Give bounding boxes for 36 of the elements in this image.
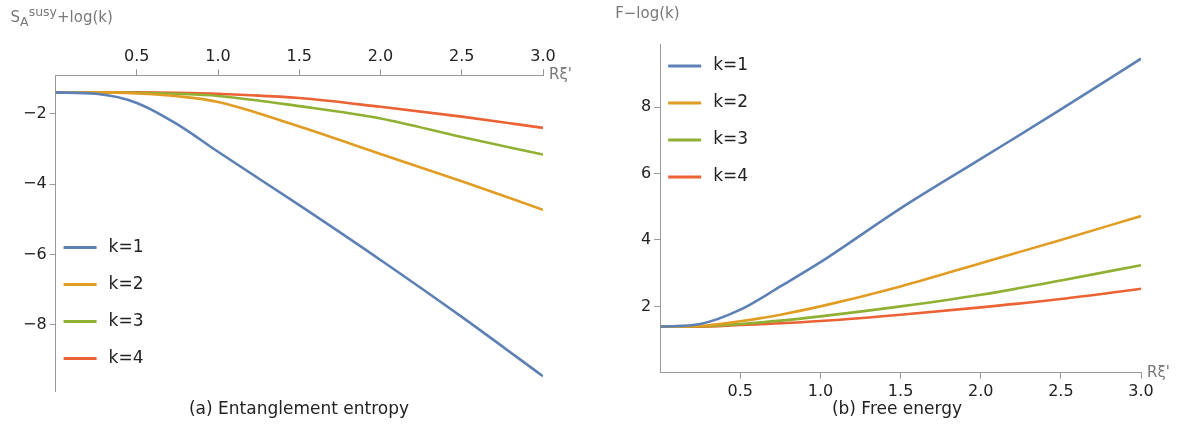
x-tick-label: 2.5 — [1048, 380, 1074, 400]
y-tick-label: −8 — [22, 313, 47, 333]
x-tick-label: 1.0 — [205, 45, 231, 65]
x-tick-label: 2.0 — [367, 45, 394, 65]
x-tick-label: 1.5 — [286, 45, 313, 65]
legend-label: k=2 — [713, 91, 749, 112]
y-tick-label: −4 — [22, 173, 47, 193]
y-tick-label: 2 — [640, 295, 652, 315]
x-tick-label: 1.5 — [887, 380, 914, 400]
x-tick-label: 3.0 — [530, 45, 556, 65]
x-axis-title: Rξ' — [1147, 362, 1170, 381]
line-series — [55, 91, 543, 378]
text: (b) Free energy — [830, 398, 964, 418]
legend-label: k=2 — [108, 272, 144, 293]
legend-label: k=3 — [108, 309, 144, 330]
x-tick-label: 2.5 — [449, 45, 475, 65]
line-series — [660, 57, 1141, 328]
x-tick-label: 3.0 — [1128, 380, 1154, 400]
legend-label: k=4 — [713, 165, 749, 186]
legend-label: k=3 — [713, 128, 749, 149]
x-tick-label: 0.5 — [124, 45, 150, 65]
y-tick-label: 4 — [640, 229, 652, 249]
y-tick-label: −6 — [22, 243, 47, 263]
legend-label: k=1 — [108, 235, 144, 256]
y-tick-label: −2 — [22, 103, 47, 122]
x-tick-label: 0.5 — [727, 380, 754, 400]
y-axis-title: F−log(k) — [615, 4, 680, 22]
x-tick-label: 2.0 — [968, 380, 994, 400]
legend-label: k=4 — [108, 346, 144, 367]
x-axis-title: Rξ' — [549, 65, 572, 84]
y-tick-label: 6 — [640, 162, 652, 182]
x-tick-label: 1.0 — [807, 380, 834, 400]
legend-label: k=1 — [713, 54, 749, 75]
y-axis-title: S$_{A}$$^{susy}$+log(k) — [10, 4, 113, 29]
text: (a) Entanglement entropy — [187, 398, 411, 418]
y-tick-label: 8 — [640, 96, 652, 116]
